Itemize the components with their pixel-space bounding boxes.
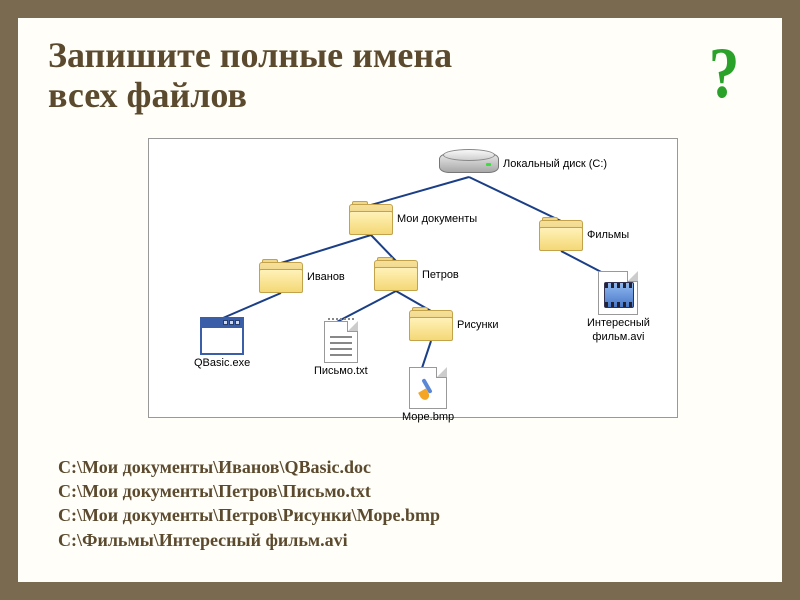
folder-icon	[349, 201, 393, 235]
node-label: фильм.avi	[587, 331, 650, 343]
node-label: Фильмы	[587, 229, 629, 241]
node-label: Письмо.txt	[314, 365, 368, 377]
avi-icon	[587, 271, 650, 315]
tree-node-movie: Интересный фильм.avi	[587, 271, 650, 343]
folder-icon	[259, 259, 303, 293]
node-label: Локальный диск (C:)	[503, 158, 607, 170]
node-label: Рисунки	[457, 319, 499, 331]
bmp-icon	[402, 367, 454, 409]
file-path: C:\Мои документы\Иванов\QBasic.doc	[58, 455, 440, 479]
node-label: Иванов	[307, 271, 345, 283]
tree-node-films: Фильмы	[539, 217, 629, 251]
drive-icon	[439, 149, 499, 177]
tree-edge	[469, 177, 561, 221]
title-line-1: Запишите полные имена	[48, 35, 452, 75]
slide: Запишите полные имена всех файлов ? Лока…	[18, 18, 782, 582]
tree-node-pics: Рисунки	[409, 307, 499, 341]
folder-icon	[539, 217, 583, 251]
node-label: Мои документы	[397, 213, 477, 225]
node-label: QBasic.exe	[194, 357, 250, 369]
slide-border: Запишите полные имена всех файлов ? Лока…	[0, 0, 800, 600]
title-line-2: всех файлов	[48, 75, 247, 115]
file-path: C:\Мои документы\Петров\Рисунки\Море.bmp	[58, 503, 440, 527]
tree-node-more: Море.bmp	[402, 367, 454, 423]
folder-icon	[409, 307, 453, 341]
tree-node-root: Локальный диск (C:)	[439, 149, 607, 177]
txt-icon	[314, 321, 368, 363]
file-tree-diagram: Локальный диск (C:) Мои документы Фильмы Ив…	[148, 138, 678, 418]
tree-node-petrov: Петров	[374, 257, 459, 291]
tree-node-qbasic: QBasic.exe	[194, 317, 250, 369]
file-path: C:\Фильмы\Интересный фильм.avi	[58, 528, 440, 552]
tree-node-letter: Письмо.txt	[314, 321, 368, 377]
slide-title: Запишите полные имена всех файлов	[48, 36, 752, 115]
node-label: Море.bmp	[402, 411, 454, 423]
node-label: Петров	[422, 269, 459, 281]
tree-node-mydocs: Мои документы	[349, 201, 477, 235]
question-mark-icon: ?	[709, 32, 740, 115]
node-label: Интересный	[587, 317, 650, 329]
exe-icon	[194, 317, 250, 355]
tree-node-ivanov: Иванов	[259, 259, 345, 293]
file-path: C:\Мои документы\Петров\Письмо.txt	[58, 479, 440, 503]
folder-icon	[374, 257, 418, 291]
file-paths-list: C:\Мои документы\Иванов\QBasic.docC:\Мои…	[58, 455, 440, 552]
